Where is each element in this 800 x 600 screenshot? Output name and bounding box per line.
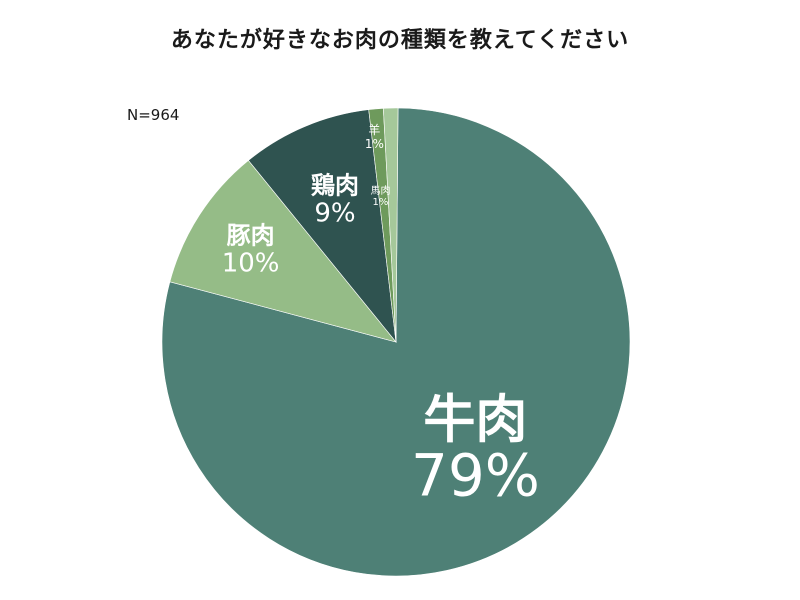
pie-slice-4	[383, 107, 399, 343]
chart-title: あなたが好きなお肉の種類を教えてください	[170, 28, 630, 53]
slice-label-name-4: 馬肉	[370, 184, 390, 197]
slice-label-name-2: 鶏肉	[311, 171, 359, 199]
sample-size-label: N=964	[127, 106, 180, 124]
slice-label-percent-3: 1%	[365, 137, 384, 151]
slice-label-percent-2: 9%	[314, 198, 355, 228]
slice-label-name-1: 豚肉	[226, 222, 275, 250]
slice-label-percent-0: 79%	[411, 442, 540, 510]
slice-label-percent-1: 10%	[222, 249, 280, 279]
pie-slice-2	[247, 109, 397, 343]
slice-label-name-3: 羊	[368, 122, 380, 137]
pie-slice-1	[169, 159, 397, 343]
slice-label-percent-4: 1%	[373, 197, 389, 208]
slice-label-name-0: 牛肉	[423, 391, 527, 451]
